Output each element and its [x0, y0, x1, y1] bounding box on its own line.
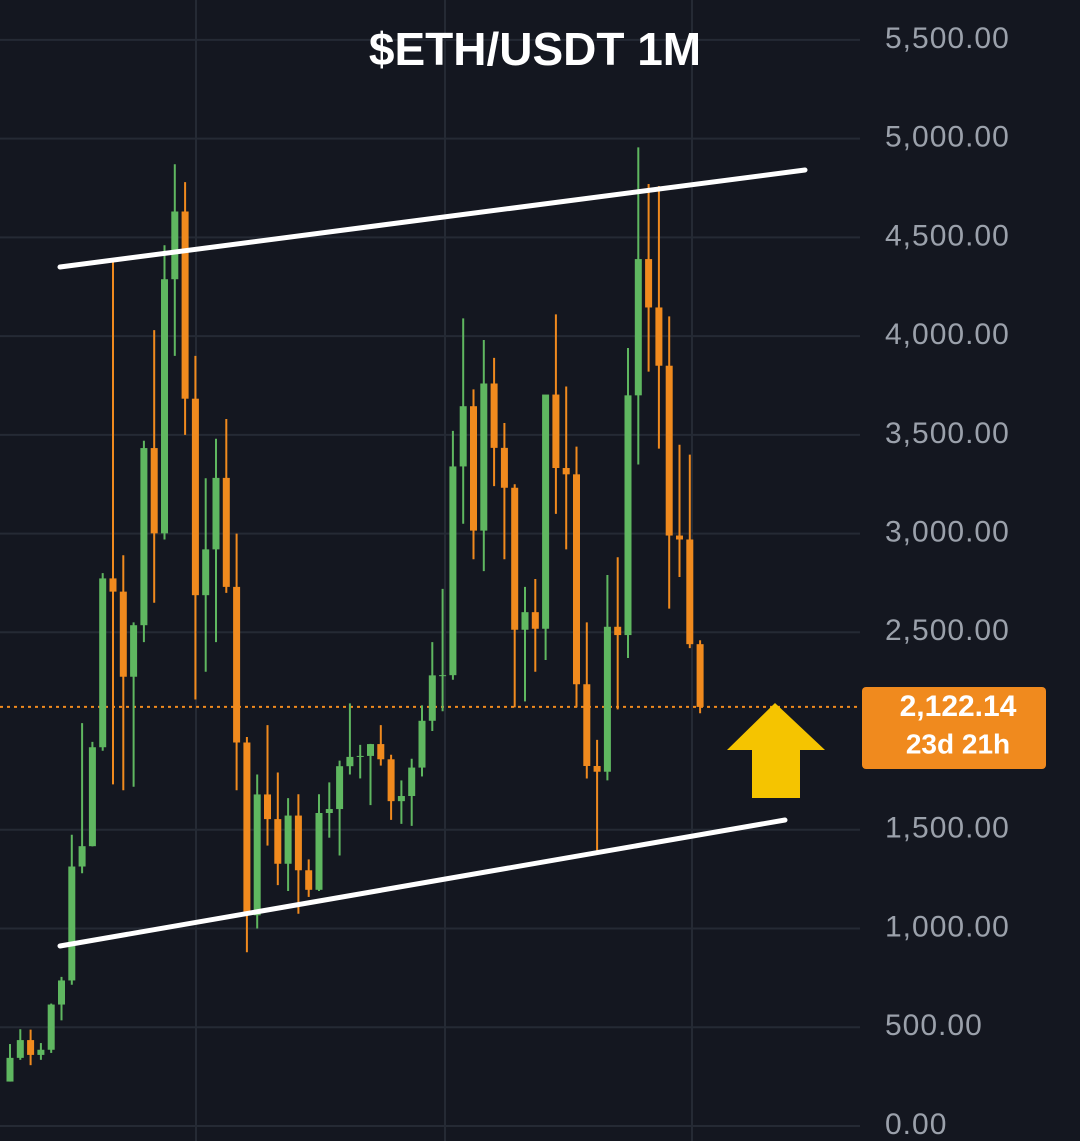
candle-body: [418, 720, 426, 768]
candle-body: [315, 812, 323, 890]
y-tick-label: 3,000.00: [885, 515, 1010, 548]
candle-body: [191, 398, 199, 596]
candle-body: [655, 307, 663, 366]
candle-body: [16, 1040, 24, 1058]
candle-body: [284, 815, 292, 864]
candle-body: [27, 1040, 35, 1055]
candle-body: [562, 468, 570, 475]
candle-body: [243, 742, 251, 916]
candle-body: [130, 625, 138, 677]
candle-body: [521, 612, 529, 630]
candle-body: [686, 539, 694, 645]
candle-body: [233, 586, 241, 743]
candle-body: [37, 1049, 45, 1055]
candle-body: [109, 578, 117, 592]
candle-body: [624, 395, 632, 636]
candle-body: [511, 487, 519, 630]
candle-body: [603, 626, 611, 772]
candle-body: [696, 644, 704, 707]
candle-body: [593, 765, 601, 772]
upper-trendline: [57, 167, 808, 270]
y-tick-label: 0.00: [885, 1108, 947, 1141]
candle-body: [325, 809, 333, 813]
candle-body: [676, 535, 683, 540]
y-tick-label: 4,000.00: [885, 318, 1010, 351]
candle-body: [294, 815, 302, 871]
candle-body: [665, 365, 673, 536]
last-price-label: 2,122.14: [900, 690, 1017, 723]
grid: [0, 38, 860, 1127]
candle-body: [490, 383, 498, 448]
price-tag: [862, 687, 1046, 769]
candle-body: [439, 675, 447, 677]
candle-body: [6, 1057, 14, 1082]
candle-body: [336, 766, 344, 810]
candle-body: [583, 684, 591, 766]
candle-body: [470, 406, 477, 531]
candle-body: [68, 866, 76, 981]
chart-title: $ETH/USDT 1M: [369, 23, 701, 75]
lower-trendline: [57, 817, 788, 949]
candle-body: [88, 747, 96, 847]
y-tick-label: 5,500.00: [885, 22, 1010, 55]
candle-body: [171, 211, 179, 280]
candle-body: [202, 549, 210, 596]
candle-body: [645, 259, 653, 308]
candle-body: [253, 794, 261, 916]
candle-body: [449, 466, 457, 676]
candle-body: [222, 477, 230, 587]
y-tick-label: 2,500.00: [885, 614, 1010, 647]
candle-body: [78, 846, 86, 867]
candle-body: [387, 759, 395, 802]
candle-body: [58, 980, 65, 1005]
y-tick-label: 4,500.00: [885, 219, 1010, 252]
candle-body: [480, 383, 488, 531]
candle-body: [408, 767, 416, 797]
candle-body: [264, 794, 271, 820]
candle-body: [140, 448, 148, 626]
countdown: 23d 21h: [906, 728, 1010, 759]
candle-body: [397, 796, 405, 802]
candle-body: [150, 448, 158, 534]
candle-body: [212, 477, 220, 550]
y-tick-label: 3,500.00: [885, 417, 1010, 450]
y-tick-label: 1,000.00: [885, 910, 1010, 943]
candle-body: [428, 675, 436, 721]
candle-body: [552, 394, 560, 469]
candle-body: [500, 447, 508, 488]
candle-body: [367, 744, 374, 756]
candle-body: [459, 406, 467, 467]
candle-body: [542, 394, 550, 629]
candle-body: [47, 1004, 55, 1050]
candle-body: [346, 756, 354, 767]
candle-body: [356, 755, 364, 757]
candle-body: [531, 612, 539, 629]
y-tick-label: 5,000.00: [885, 121, 1010, 154]
candles: [6, 147, 704, 1082]
candle-body: [119, 591, 127, 677]
candle-body: [377, 744, 385, 760]
candle-body: [99, 578, 107, 748]
candle-body: [181, 211, 189, 399]
candle-body: [305, 870, 313, 890]
candle-body: [274, 819, 282, 864]
y-tick-label: 1,500.00: [885, 812, 1010, 845]
candle-body: [573, 474, 580, 685]
candle-body: [614, 626, 622, 636]
up-arrow: [727, 703, 825, 798]
candle-body: [161, 279, 168, 534]
y-tick-label: 500.00: [885, 1009, 983, 1042]
candle-body: [634, 259, 642, 396]
